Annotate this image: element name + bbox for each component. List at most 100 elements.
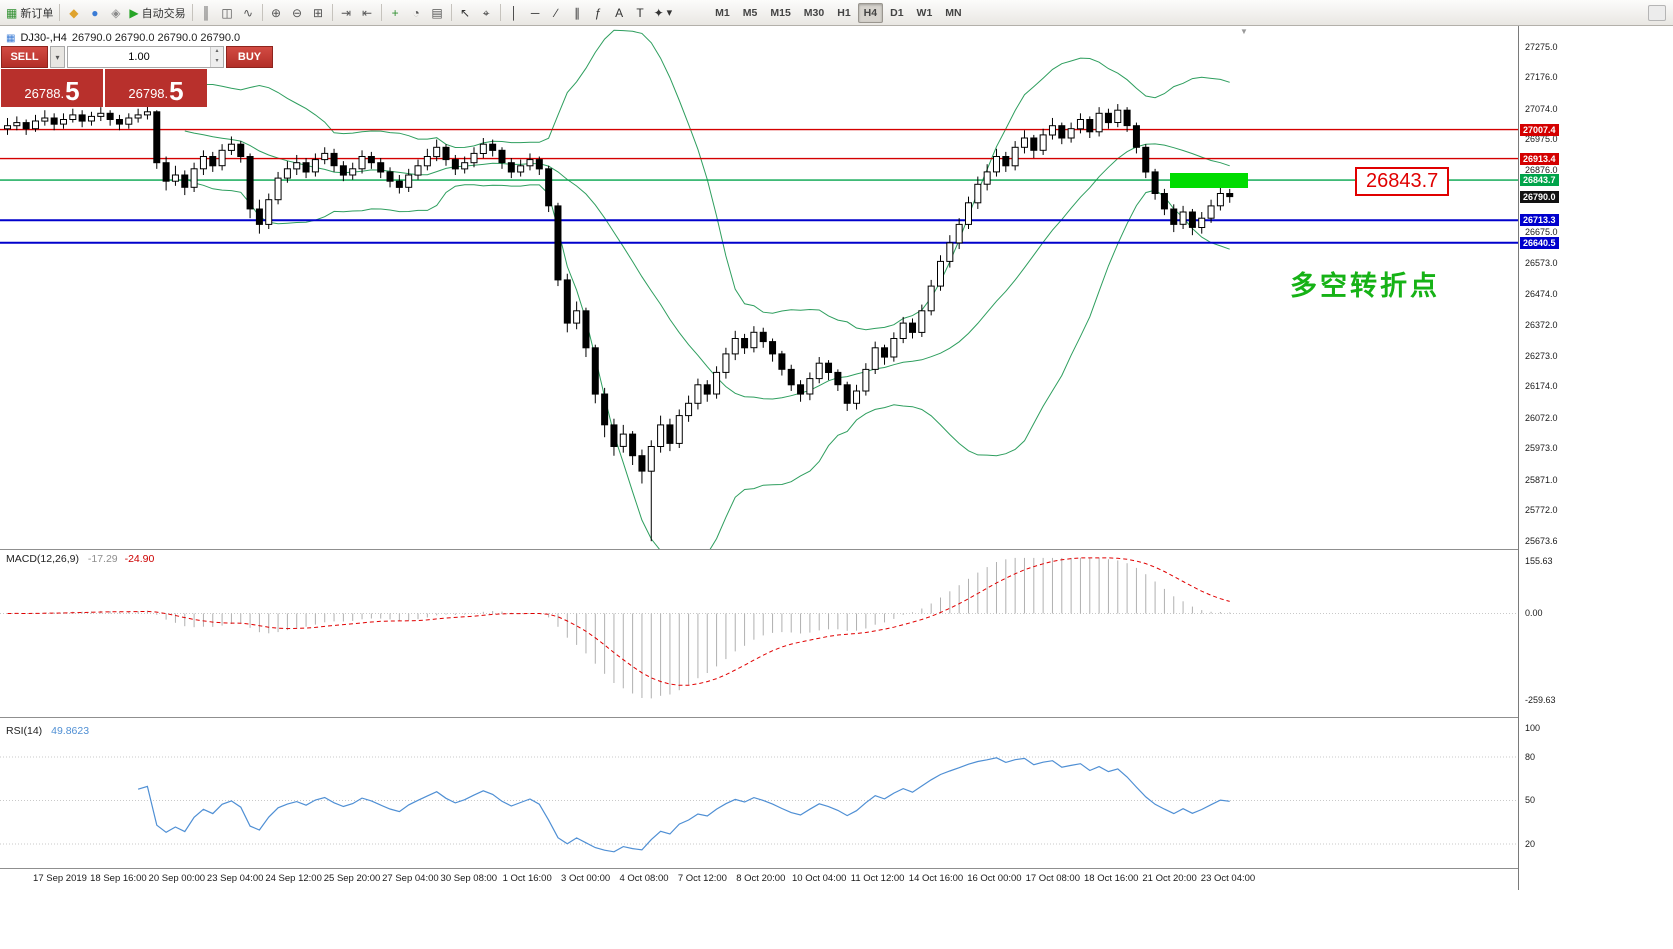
new-order-icon: ▦	[6, 5, 18, 20]
price-tick-label: 26675.0	[1525, 226, 1558, 237]
fibonacci-icon: ƒ	[594, 5, 602, 20]
date-tick-label: 17 Oct 08:00	[1025, 873, 1080, 884]
navigator-button[interactable]: ◈	[105, 2, 126, 23]
zoom-in-button[interactable]: ⊕	[266, 2, 287, 23]
macd-main-value: -17.29	[87, 553, 118, 565]
fibonacci-button[interactable]: ƒ	[588, 2, 609, 23]
trendline-button[interactable]: ∕	[546, 2, 567, 23]
tf-button-h4[interactable]: H4	[857, 2, 884, 23]
chart-shift-marker[interactable]: ▼	[1240, 27, 1248, 36]
date-tick-label: 17 Sep 2019	[33, 873, 87, 884]
data-window-button[interactable]: ●	[84, 2, 105, 23]
rsi-tick-label: 100	[1525, 722, 1541, 733]
line-chart-button[interactable]: ∿	[238, 2, 259, 23]
market-watch-icon: ◆	[69, 5, 79, 20]
indicators-button[interactable]: +	[385, 2, 406, 23]
sell-price-display[interactable]: 26788. 5	[1, 69, 103, 107]
tf-button-mn[interactable]: MN	[945, 6, 962, 19]
chart-symbol-icon: ▦	[6, 32, 16, 44]
toolbar-separator	[191, 4, 193, 21]
candles-layer	[4, 104, 1234, 542]
macd-signal-value: -24.90	[124, 553, 155, 565]
toolbar-end-button[interactable]	[1648, 4, 1666, 21]
price-tick-label: 25772.0	[1525, 505, 1558, 516]
volume-input[interactable]	[68, 47, 210, 67]
channel-icon: ∥	[574, 5, 581, 20]
templates-button[interactable]: ▤	[427, 2, 448, 23]
text-label-button[interactable]: T	[630, 2, 651, 23]
tf-button-m15[interactable]: M15	[770, 6, 791, 19]
grid-icon: ⊞	[313, 5, 324, 20]
grid-button[interactable]: ⊞	[308, 2, 329, 23]
bar-chart-button[interactable]: ║	[196, 2, 217, 23]
price-axis[interactable]: 27275.027176.027074.026975.026876.026776…	[1518, 26, 1673, 890]
buy-price-fraction: 5	[169, 76, 184, 106]
analysis-note: 多空转折点	[1290, 271, 1440, 301]
zoom-out-button[interactable]: ⊖	[287, 2, 308, 23]
auto-trading-button[interactable]: ▶ 自动交易	[126, 2, 188, 23]
tf-button-d1[interactable]: D1	[890, 6, 904, 19]
horizontal-line-icon: ─	[530, 5, 540, 20]
date-tick-label: 20 Sep 00:00	[148, 873, 206, 884]
price-tick-label: 27275.0	[1525, 41, 1558, 52]
periods-button[interactable]: ◔	[406, 2, 427, 23]
spinner-down-icon[interactable]: ▾	[211, 57, 223, 67]
panel-divider[interactable]	[0, 868, 1568, 869]
trade-options-button[interactable]: ▾	[50, 46, 65, 68]
price-tick-label: 25673.6	[1525, 535, 1558, 546]
auto-trading-icon: ▶	[129, 5, 139, 20]
tf-button-m1[interactable]: M1	[715, 6, 730, 19]
auto-scroll-button[interactable]: ⇥	[336, 2, 357, 23]
price-tick-label: 26072.0	[1525, 412, 1558, 423]
panel-divider[interactable]	[0, 717, 1568, 718]
macd-header: MACD(12,26,9) -17.29 -24.90	[6, 553, 154, 565]
rsi-label: RSI(14)	[6, 725, 43, 737]
price-tick-label: 27176.0	[1525, 72, 1558, 83]
bollinger-lower-band	[184, 177, 1230, 549]
rsi-panel-canvas[interactable]	[0, 722, 1518, 868]
price-alert-label[interactable]: 26843.7	[1355, 167, 1450, 196]
price-flag: 26913.4	[1520, 152, 1559, 165]
bar-chart-icon: ║	[201, 5, 211, 20]
date-tick-label: 14 Oct 16:00	[908, 873, 964, 884]
candlestick-chart-button[interactable]: ◫	[217, 2, 238, 23]
crosshair-button[interactable]: ⌖	[476, 2, 497, 23]
date-tick-label: 24 Sep 12:00	[265, 873, 322, 884]
channel-button[interactable]: ∥	[567, 2, 588, 23]
date-tick-label: 27 Sep 04:00	[382, 873, 439, 884]
price-tick-label: 26876.0	[1525, 164, 1558, 175]
date-tick-label: 23 Oct 04:00	[1200, 873, 1256, 884]
chart-title: ▦ DJ30-,H4 26790.0 26790.0 26790.0 26790…	[6, 32, 240, 44]
market-watch-button[interactable]: ◆	[63, 2, 84, 23]
horizontal-line-button[interactable]: ─	[525, 2, 546, 23]
text-button[interactable]: A	[609, 2, 630, 23]
tf-button-m30[interactable]: M30	[803, 6, 825, 19]
vertical-line-button[interactable]: │	[504, 2, 525, 23]
data-window-icon: ●	[91, 5, 99, 20]
highlight-zone[interactable]	[1170, 173, 1248, 188]
trade-controls-row: SELL ▾ ▴ ▾ BUY	[1, 46, 273, 68]
bollinger-middle-band	[184, 130, 1230, 400]
buy-price-main: 26798.	[128, 86, 169, 101]
price-tick-label: 26474.0	[1525, 288, 1558, 299]
macd-signal-line	[7, 557, 1230, 686]
new-order-button[interactable]: ▦ 新订单	[3, 2, 56, 23]
spinner-up-icon[interactable]: ▴	[211, 47, 223, 57]
sell-price-fraction: 5	[65, 76, 80, 106]
date-tick-label: 21 Oct 20:00	[1142, 873, 1197, 884]
buy-price-display[interactable]: 26798. 5	[105, 69, 207, 107]
tf-button-w1[interactable]: W1	[916, 6, 933, 19]
chart-shift-button[interactable]: ⇤	[357, 2, 378, 23]
arrows-button[interactable]: ✦ ▾	[651, 2, 676, 23]
price-chart-canvas[interactable]	[0, 26, 1518, 549]
tf-button-m5[interactable]: M5	[742, 6, 758, 19]
panel-divider[interactable]	[0, 549, 1568, 550]
navigator-icon: ◈	[111, 5, 121, 20]
chart-window[interactable]: 27275.027176.027074.026975.026876.026776…	[0, 26, 1673, 949]
sell-button[interactable]: SELL	[1, 46, 48, 68]
cursor-button[interactable]: ↖	[455, 2, 476, 23]
macd-panel-canvas[interactable]	[0, 550, 1518, 717]
macd-label: MACD(12,26,9)	[6, 553, 79, 565]
tf-button-h1[interactable]: H1	[837, 6, 851, 19]
buy-button[interactable]: BUY	[226, 46, 273, 68]
